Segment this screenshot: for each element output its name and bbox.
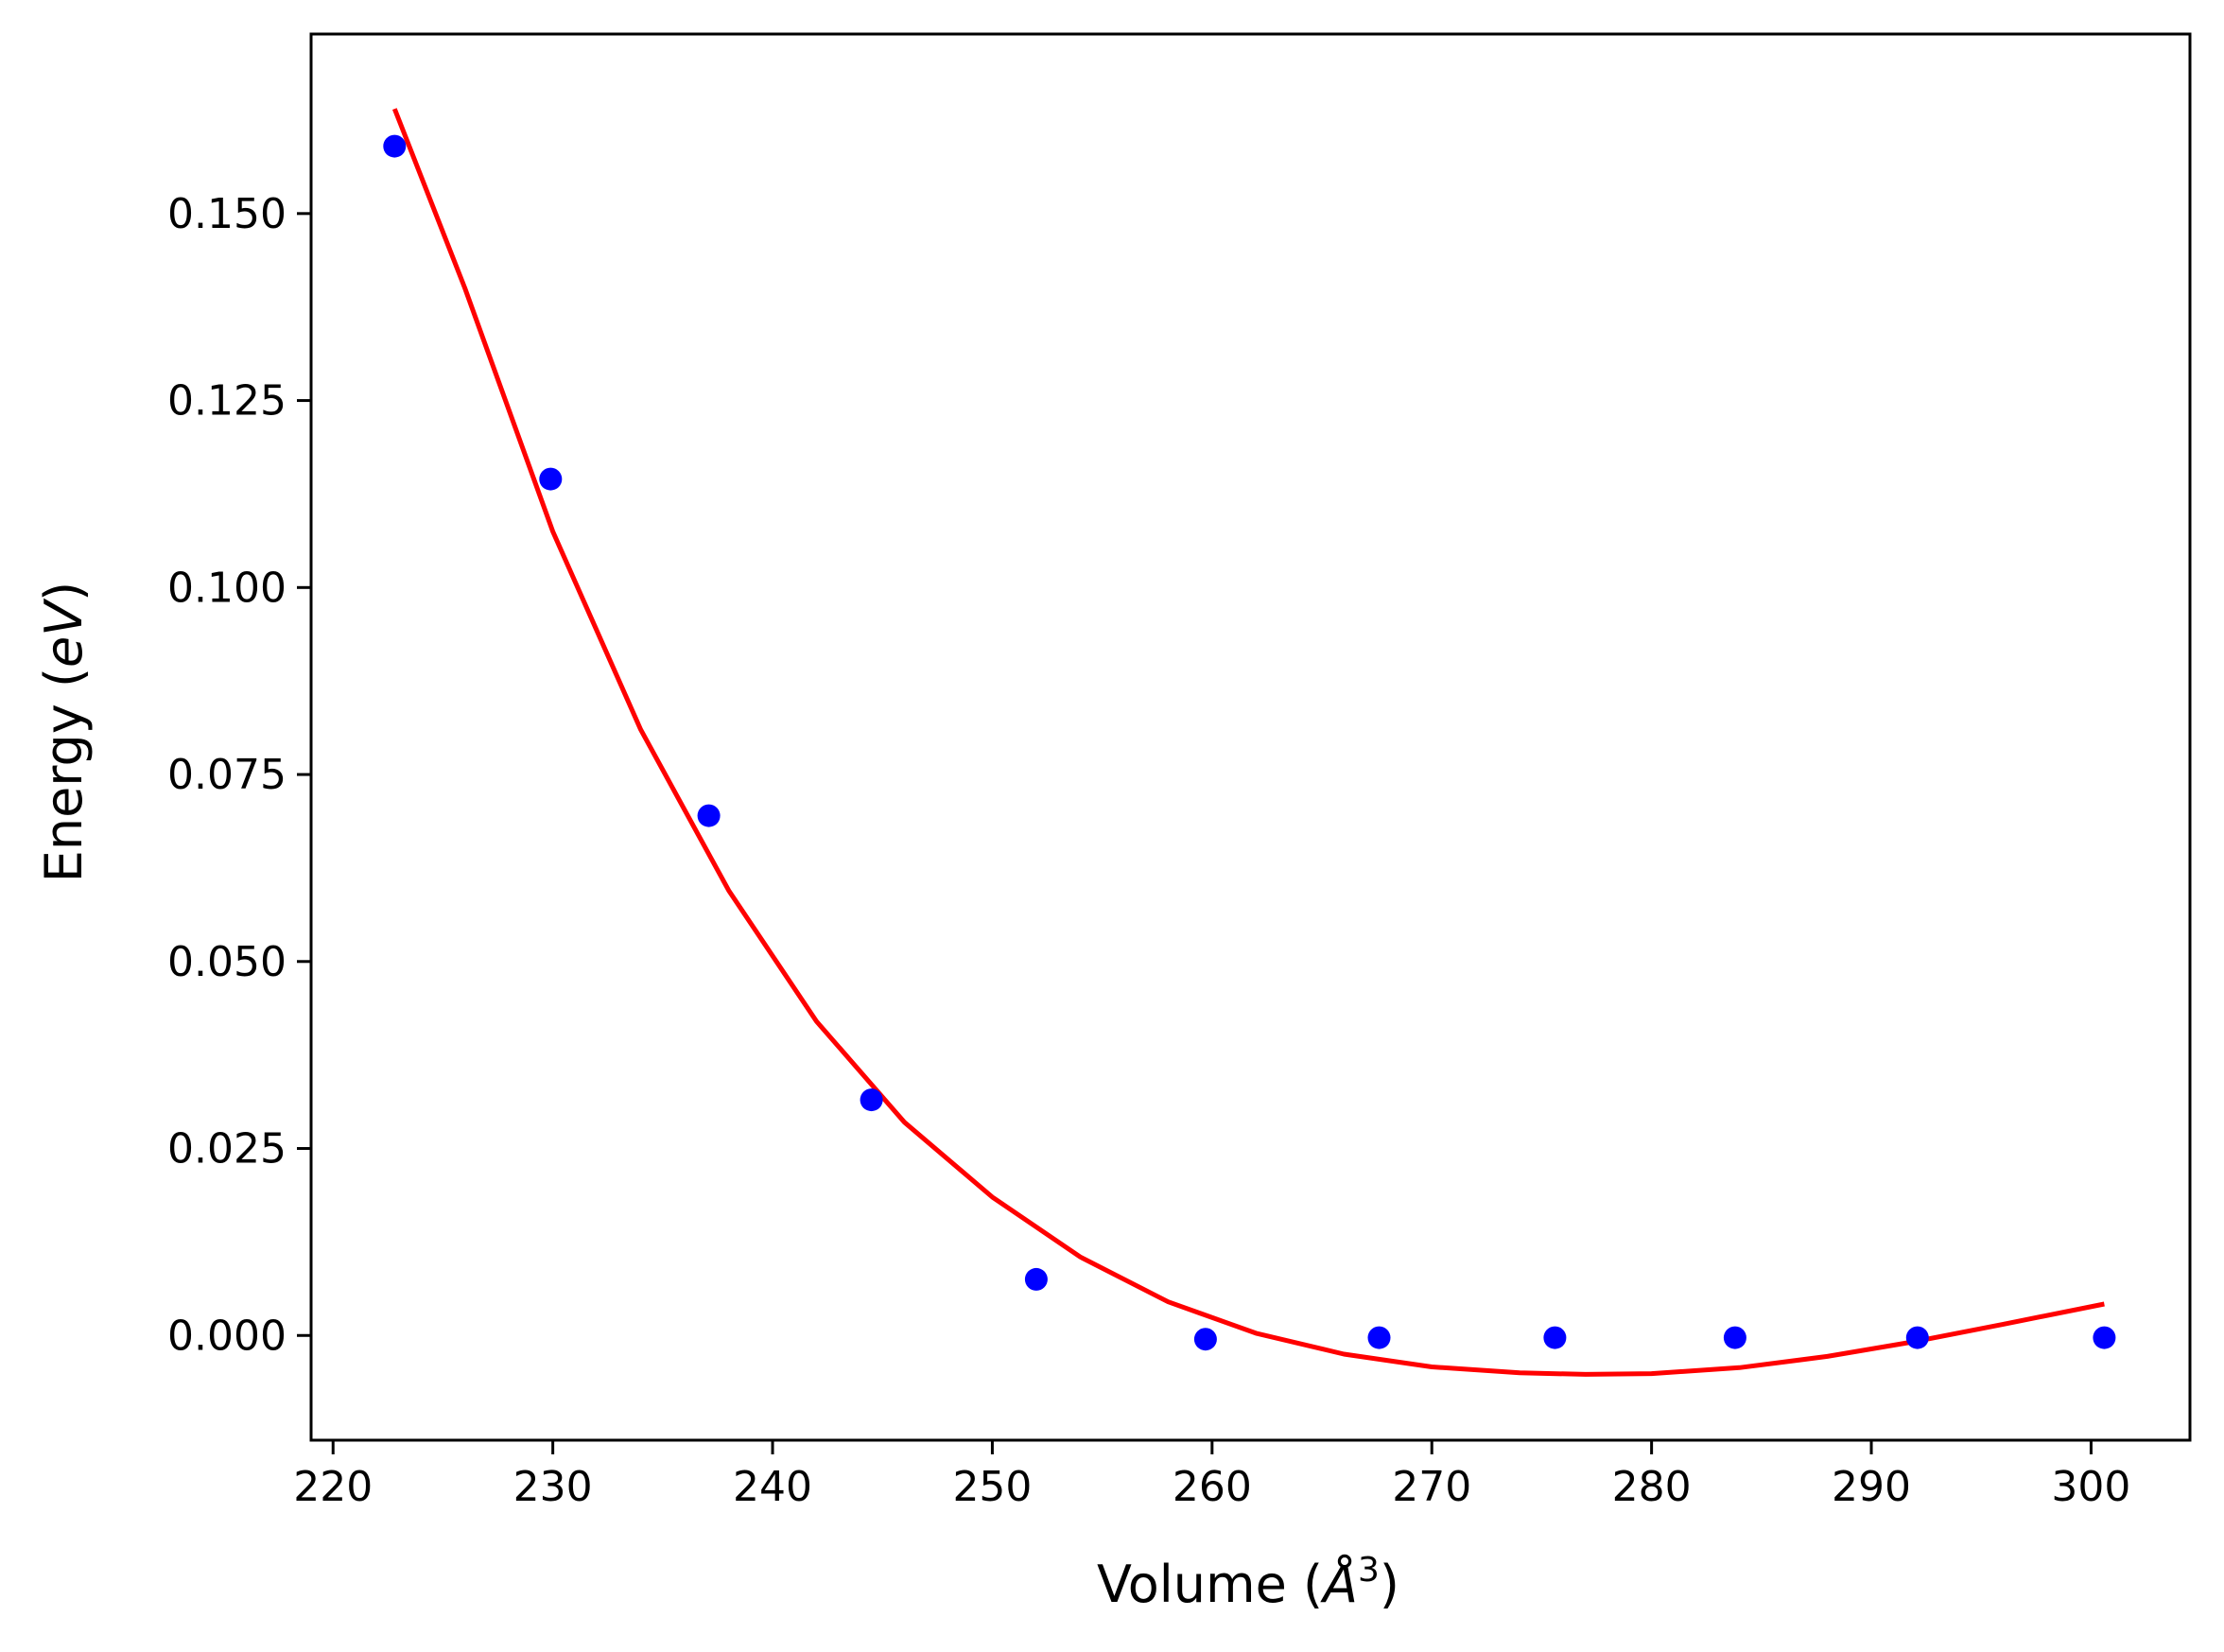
x-axis-title: Volume (Å3) [1097,1551,1399,1614]
x-axis-ticks: 220 230 240 250 260 270 280 290 300 [293,1440,2130,1511]
x-tick-label: 260 [1173,1463,1252,1511]
data-point [1193,1328,1217,1351]
x-tick-label: 280 [1612,1463,1692,1511]
data-point [1367,1326,1391,1349]
plot-content [383,108,2116,1377]
data-point [2093,1326,2116,1349]
data-point [1905,1326,1929,1349]
data-point [697,804,721,827]
x-tick-label: 240 [733,1463,812,1511]
y-tick-label: 0.025 [167,1125,287,1174]
data-point [383,134,407,158]
x-tick-label: 230 [513,1463,593,1511]
data-point [539,467,563,491]
y-tick-label: 0.125 [167,377,287,426]
x-tick-label: 250 [952,1463,1032,1511]
plot-area [383,108,2116,1377]
x-tick-label: 220 [293,1463,373,1511]
y-tick-label: 0.000 [167,1312,287,1360]
fit-curve-line [391,108,2105,1377]
x-tick-label: 290 [1832,1463,1911,1511]
data-point [860,1088,883,1112]
data-point [1024,1267,1048,1291]
x-tick-label: 300 [2051,1463,2130,1511]
data-point [1723,1326,1746,1349]
x-tick-label: 270 [1392,1463,1471,1511]
data-point [1543,1326,1567,1349]
y-axis-title: Energy (eV) [34,582,94,883]
y-tick-label: 0.075 [167,751,287,799]
y-tick-label: 0.150 [167,190,287,238]
y-axis-ticks: 0.000 0.025 0.050 0.075 0.100 0.125 0.150 [167,190,311,1360]
y-tick-label: 0.100 [167,564,287,612]
plot-frame [309,32,2192,1442]
y-tick-label: 0.050 [167,938,287,986]
